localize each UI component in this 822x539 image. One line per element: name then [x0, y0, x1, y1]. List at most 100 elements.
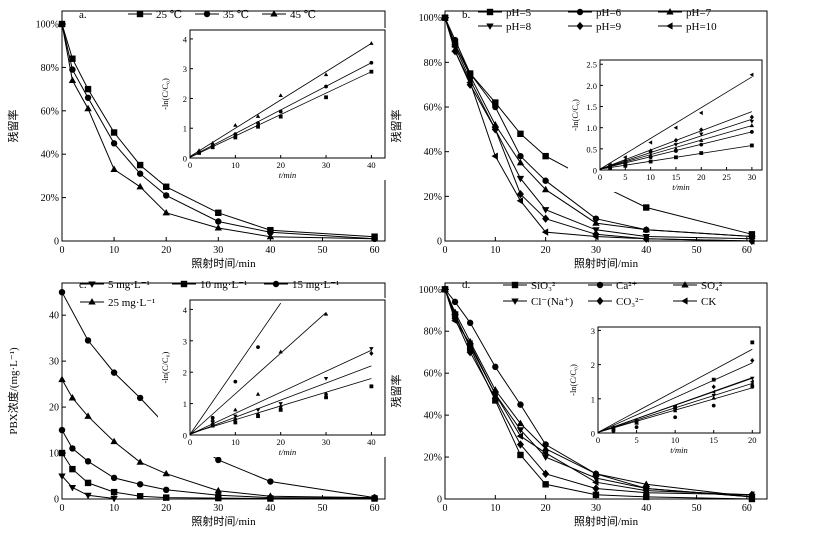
legend-marker: [576, 21, 584, 31]
inset-data-point: [673, 415, 678, 420]
inset-data-point: [233, 407, 238, 412]
data-point: [110, 488, 118, 496]
main-x-tick-label: 10: [109, 503, 119, 514]
inset-data-point: [648, 151, 653, 156]
inset-plot: 0 10 20 30 40 0 1 2 3 4 t/min -ln(C/C₀): [158, 298, 387, 457]
inset-y-tick-label: 4: [183, 305, 188, 315]
data-point: [643, 493, 650, 501]
inset-x-tick-label: 30: [322, 437, 331, 447]
main-x-tick-label: 0: [443, 245, 448, 256]
inset-data-point: [711, 393, 716, 398]
data-point: [214, 224, 222, 231]
main-x-tick-label: 10: [490, 503, 500, 514]
inset-data-point: [369, 60, 374, 65]
main-y-tick-label: 0: [54, 495, 59, 506]
data-point: [266, 492, 275, 499]
inset-x-tick-label: 5: [623, 172, 627, 182]
data-point: [491, 125, 499, 134]
legend-label: 25 ℃: [156, 9, 182, 21]
inset-y-tick-label: 2: [183, 94, 187, 104]
inset-data-point: [711, 395, 716, 400]
data-point: [492, 363, 499, 371]
inset-y-tick-label: 1.5: [586, 102, 597, 112]
legend-marker: [596, 281, 604, 289]
legend-marker: [272, 280, 280, 288]
fit-line: [189, 365, 372, 435]
main-x-tick-label: 50: [317, 503, 327, 514]
inset-data-point: [210, 144, 215, 148]
legend-label: 15 mg·L⁻¹: [292, 279, 339, 291]
data-point: [592, 478, 599, 486]
series-line: [61, 291, 375, 499]
data-point: [136, 493, 144, 500]
main-x-tick-label: 20: [541, 245, 551, 256]
data-point: [492, 103, 499, 111]
main-x-tick-label: 40: [265, 245, 275, 256]
legend: pH=5 pH=6 pH=7 pH=8 pH=9 pH=10: [478, 7, 717, 33]
inset-frame: [189, 299, 386, 436]
inset-data-point: [699, 132, 704, 137]
inset-x-tick-label: 0: [598, 172, 602, 182]
data-point: [84, 337, 92, 344]
inset-data-point: [699, 151, 704, 155]
main-y-tick-label: 100%: [419, 13, 442, 24]
inset-y-tick-label: 0: [183, 154, 187, 164]
data-point: [69, 55, 76, 62]
inset-y-tick-label: 2: [183, 368, 187, 378]
legend-marker: [681, 281, 689, 288]
main-x-tick-label: 40: [265, 503, 275, 514]
data-point: [466, 80, 474, 89]
legend-marker: [180, 280, 188, 288]
data-point: [516, 159, 525, 166]
data-point: [516, 189, 524, 199]
main-y-tick-label: 40%: [41, 150, 59, 161]
fit-line: [189, 349, 372, 435]
inset-data-point: [623, 155, 627, 160]
main-y-tick-label: 0: [54, 237, 59, 248]
data-point: [214, 486, 222, 494]
data-point: [642, 486, 649, 495]
inset-x-tick-label: 40: [367, 160, 376, 170]
inset-frame: [599, 59, 763, 171]
inset-data-point: [255, 412, 261, 418]
data-point: [68, 394, 77, 401]
data-point: [441, 14, 448, 22]
data-point: [136, 182, 144, 190]
inset-data-point: [278, 404, 283, 410]
main-y-tick-label: 10: [49, 449, 59, 460]
data-point: [542, 481, 549, 488]
inset-data-point: [749, 119, 755, 124]
inset-data-point: [673, 137, 679, 143]
inset-y-tick-label: 2: [591, 360, 595, 370]
main-y-tick-label: 60%: [424, 103, 442, 114]
main-x-tick-label: 0: [60, 245, 65, 256]
data-point: [541, 228, 549, 236]
inset-data-point: [749, 143, 754, 148]
inset-data-point: [369, 350, 374, 356]
data-point: [451, 47, 458, 55]
data-point: [110, 369, 118, 376]
data-point: [517, 451, 524, 459]
data-point: [517, 401, 524, 408]
main-y-tick-label: 0: [437, 495, 442, 506]
data-point: [642, 235, 649, 243]
inset-data-point: [278, 402, 283, 406]
inset-data-point: [634, 420, 639, 425]
inset-data-point: [256, 124, 260, 129]
inset-data-point: [324, 84, 328, 89]
fit-line: [189, 43, 372, 157]
inset-data-point: [634, 425, 639, 430]
data-point: [517, 130, 524, 138]
inset-y-tick-label: 0: [593, 166, 597, 176]
inset-data-point: [750, 379, 754, 384]
inset-y-tick-label: 1: [183, 399, 187, 409]
inset-data-point: [256, 345, 260, 349]
inset-x-tick-label: 25: [722, 172, 731, 182]
inset-x-tick-label: 20: [697, 172, 706, 182]
inset-data-point: [323, 376, 329, 381]
inset-data-point: [749, 114, 754, 120]
inset-x-tick-label: 10: [646, 172, 655, 182]
inset-data-point: [369, 69, 374, 74]
legend-marker: [88, 298, 96, 305]
inset-x-tick-label: 30: [322, 160, 331, 170]
